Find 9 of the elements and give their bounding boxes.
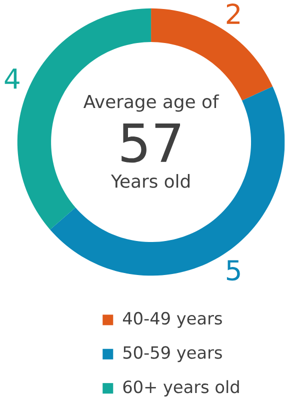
legend-label: 40-49 years xyxy=(123,312,222,328)
legend-label: 50-59 years xyxy=(124,346,222,362)
text: Average age of xyxy=(84,94,220,112)
text: 57 xyxy=(122,124,180,163)
data-label: 5 xyxy=(227,260,240,281)
text: Years old xyxy=(111,174,190,188)
legend-label: 60+ years old xyxy=(123,380,239,396)
data-label: 4 xyxy=(4,68,20,89)
data-label: 2 xyxy=(226,4,240,24)
